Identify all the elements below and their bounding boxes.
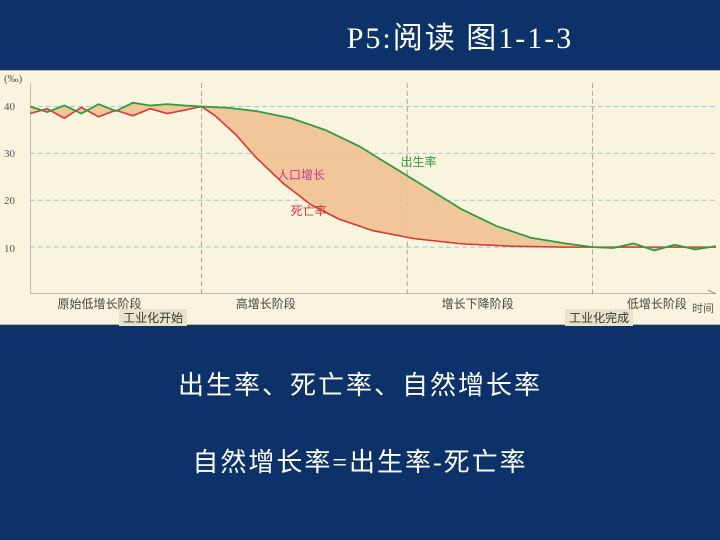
industrial-label: 工业化完成 <box>565 309 633 326</box>
industrial-label: 工业化开始 <box>119 309 187 326</box>
definition-line-1: 出生率、死亡率、自然增长率 <box>0 365 720 402</box>
plot-region <box>30 83 716 294</box>
y-tick-40: 40 <box>4 101 15 113</box>
y-tick-10: 10 <box>4 243 15 255</box>
stage-label: 增长下降阶段 <box>442 295 514 312</box>
x-axis-unit: 时间 <box>692 300 714 316</box>
y-tick-30: 30 <box>4 148 15 160</box>
demographic-transition-chart: (‰) 时间 10203040 原始低增长阶段高增长阶段增长下降阶段低增长阶段 … <box>0 70 720 325</box>
y-tick-20: 20 <box>4 195 15 207</box>
slide-header: P5:阅读 图1-1-3 <box>0 0 720 70</box>
stage-label: 低增长阶段 <box>627 295 687 312</box>
death-label: 死亡率 <box>291 202 327 219</box>
birth-label: 出生率 <box>400 153 436 170</box>
growth-label: 人口增长 <box>277 166 325 183</box>
page-title: P5:阅读 图1-1-3 <box>347 13 574 57</box>
chart-svg <box>30 83 716 294</box>
y-axis-unit: (‰) <box>4 73 22 85</box>
definition-line-2: 自然增长率=出生率-死亡率 <box>0 442 720 479</box>
stage-label: 高增长阶段 <box>236 295 296 312</box>
